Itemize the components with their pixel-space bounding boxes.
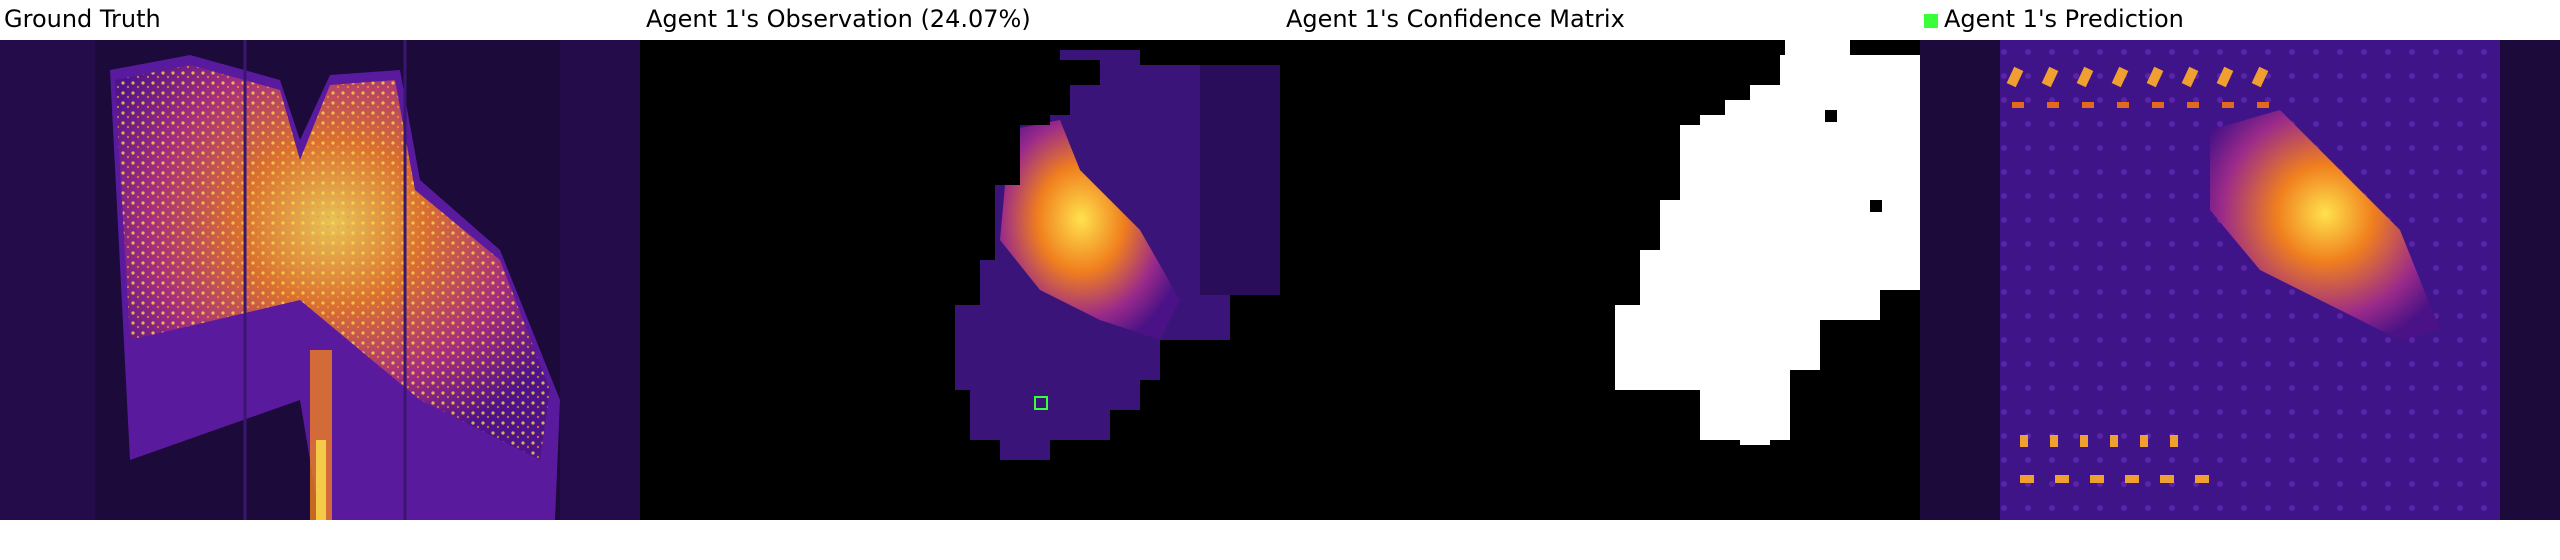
ground-truth-title: Ground Truth (4, 2, 161, 36)
confidence-title: Agent 1's Confidence Matrix (1286, 2, 1625, 36)
prediction-heatmap (1920, 40, 2560, 520)
agent-position-icon (1034, 396, 1048, 410)
confidence-matrix (1280, 40, 1920, 520)
observation-panel (640, 40, 1280, 520)
prediction-title-text: Agent 1's Prediction (1944, 5, 2184, 33)
ground-truth-panel (0, 40, 640, 520)
confidence-title-text: Agent 1's Confidence Matrix (1286, 5, 1625, 33)
observation-title: Agent 1's Observation (24.07%) (646, 2, 1031, 36)
observation-heatmap (640, 40, 1280, 520)
prediction-title: Agent 1's Prediction (1924, 2, 2184, 36)
observation-title-text: Agent 1's Observation (24.07%) (646, 5, 1031, 33)
prediction-panel (1920, 40, 2560, 520)
green-square-icon (1924, 14, 1938, 28)
ground-truth-heatmap (0, 40, 640, 520)
ground-truth-title-text: Ground Truth (4, 5, 161, 33)
confidence-panel (1280, 40, 1920, 520)
